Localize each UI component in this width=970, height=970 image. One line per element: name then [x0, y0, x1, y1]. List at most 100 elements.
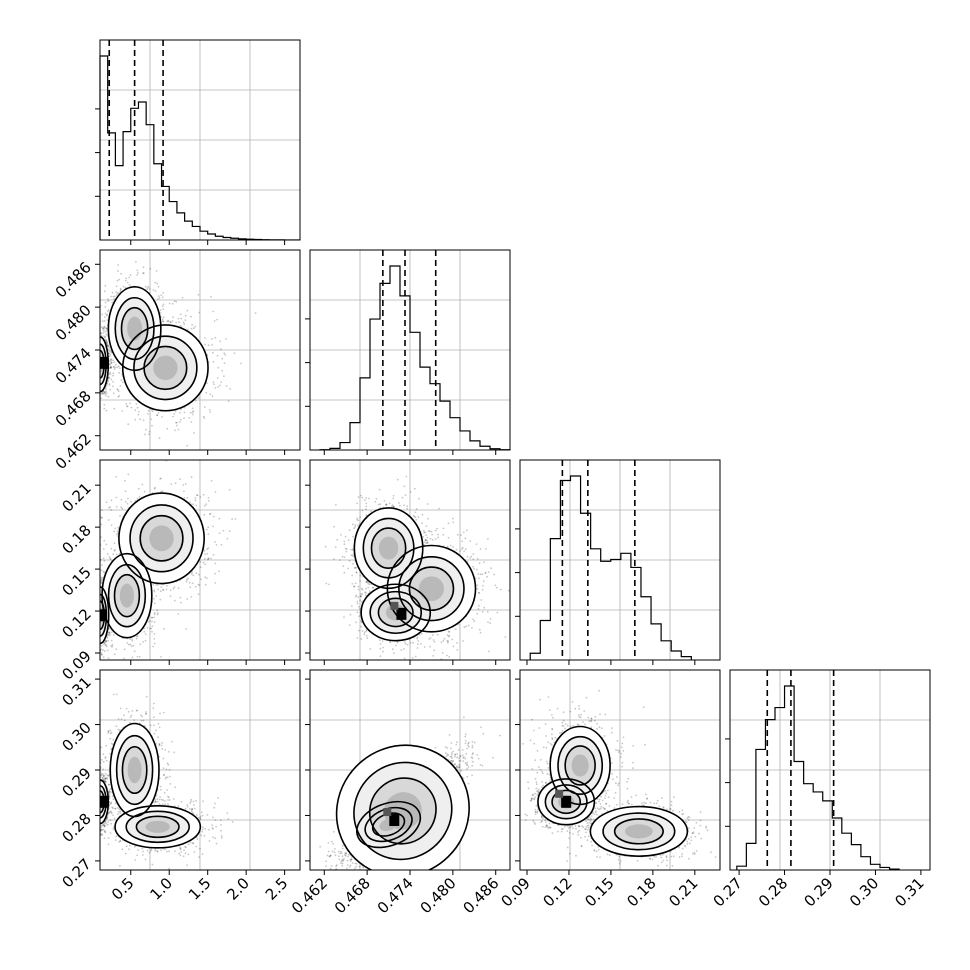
- sample-point: [145, 428, 147, 431]
- sample-point: [105, 388, 107, 390]
- sample-point: [108, 363, 111, 365]
- sample-point: [162, 292, 165, 294]
- sample-point: [108, 632, 111, 635]
- sample-point: [143, 490, 146, 493]
- sample-point: [175, 321, 178, 324]
- sample-point: [227, 400, 230, 402]
- sample-point: [134, 409, 137, 412]
- sample-point: [191, 323, 194, 326]
- sample-point: [109, 353, 112, 356]
- sample-point: [234, 518, 237, 520]
- sample-point: [156, 613, 159, 616]
- sample-point: [115, 506, 118, 508]
- sample-point: [173, 300, 176, 303]
- sample-point: [379, 639, 381, 642]
- sample-point: [100, 653, 103, 656]
- sample-point: [208, 513, 211, 516]
- sample-point: [106, 343, 109, 346]
- sample-point: [205, 503, 208, 505]
- sample-point: [117, 396, 120, 398]
- sample-point: [117, 270, 119, 272]
- sample-point: [175, 424, 178, 427]
- sample-point: [191, 571, 194, 574]
- sample-point: [193, 432, 195, 434]
- sample-point: [112, 553, 115, 556]
- sample-point: [112, 372, 115, 375]
- sample-point: [113, 297, 115, 300]
- sample-point: [107, 376, 110, 379]
- sample-point: [209, 411, 212, 413]
- sample-point: [109, 359, 112, 361]
- sample-point: [111, 301, 114, 304]
- sample-point: [105, 333, 108, 336]
- x-tick-label: 0.30: [846, 874, 882, 910]
- sample-point: [115, 648, 118, 650]
- contour-line: [113, 573, 141, 618]
- sample-point: [136, 269, 139, 272]
- sample-point: [191, 407, 194, 410]
- sample-point: [149, 620, 151, 622]
- sample-point: [137, 487, 140, 490]
- sample-point: [108, 377, 110, 379]
- sample-point: [128, 284, 131, 286]
- sample-point: [105, 409, 108, 412]
- contour-line: [107, 563, 147, 628]
- sample-point: [205, 391, 208, 394]
- sample-point: [226, 537, 229, 540]
- sample-point: [110, 631, 113, 634]
- sample-point: [179, 596, 182, 599]
- sample-point: [191, 411, 194, 414]
- sample-point: [206, 548, 209, 550]
- sample-point: [127, 423, 130, 426]
- sample-point: [119, 367, 121, 370]
- sample-point: [104, 327, 107, 329]
- sample-point: [114, 366, 117, 369]
- sample-point: [171, 302, 174, 305]
- sample-point: [146, 288, 149, 290]
- sample-point: [151, 424, 153, 427]
- sample-point: [169, 589, 172, 592]
- sample-point: [225, 385, 228, 387]
- sample-point: [214, 572, 216, 575]
- sample-point: [159, 478, 162, 480]
- sample-point: [144, 433, 146, 436]
- sample-point: [100, 516, 103, 519]
- histogram-panel-0: [95, 39, 301, 245]
- sample-point: [102, 548, 105, 550]
- sample-point: [142, 419, 145, 422]
- sample-point: [177, 613, 180, 615]
- sample-point: [109, 557, 112, 560]
- sample-point: [118, 552, 121, 555]
- sample-point: [105, 639, 108, 642]
- sample-point: [107, 309, 110, 312]
- contour-line: [120, 306, 149, 351]
- sample-point: [110, 295, 112, 298]
- sample-point: [214, 491, 217, 493]
- sample-point: [126, 642, 129, 644]
- sample-point: [220, 543, 223, 546]
- sample-point: [109, 388, 112, 391]
- sample-point: [110, 547, 113, 550]
- sample-point: [142, 641, 145, 643]
- sample-point: [107, 519, 110, 521]
- sample-point: [101, 392, 103, 394]
- sample-point: [149, 288, 151, 291]
- sample-point: [156, 414, 159, 417]
- sample-point: [100, 579, 102, 581]
- sample-point: [160, 294, 163, 296]
- sample-point: [124, 279, 127, 282]
- density-level: [119, 583, 135, 608]
- sample-point: [117, 365, 120, 368]
- sample-point: [204, 343, 207, 346]
- sample-point: [194, 325, 197, 328]
- sample-point: [172, 587, 175, 590]
- sample-point: [358, 615, 360, 617]
- contour-line: [129, 504, 194, 573]
- sample-point: [107, 639, 109, 642]
- sample-point: [103, 560, 106, 562]
- sample-point: [116, 366, 119, 369]
- sample-point: [161, 416, 163, 418]
- sample-point: [175, 300, 178, 303]
- sample-point: [130, 645, 133, 648]
- sample-point: [212, 310, 215, 313]
